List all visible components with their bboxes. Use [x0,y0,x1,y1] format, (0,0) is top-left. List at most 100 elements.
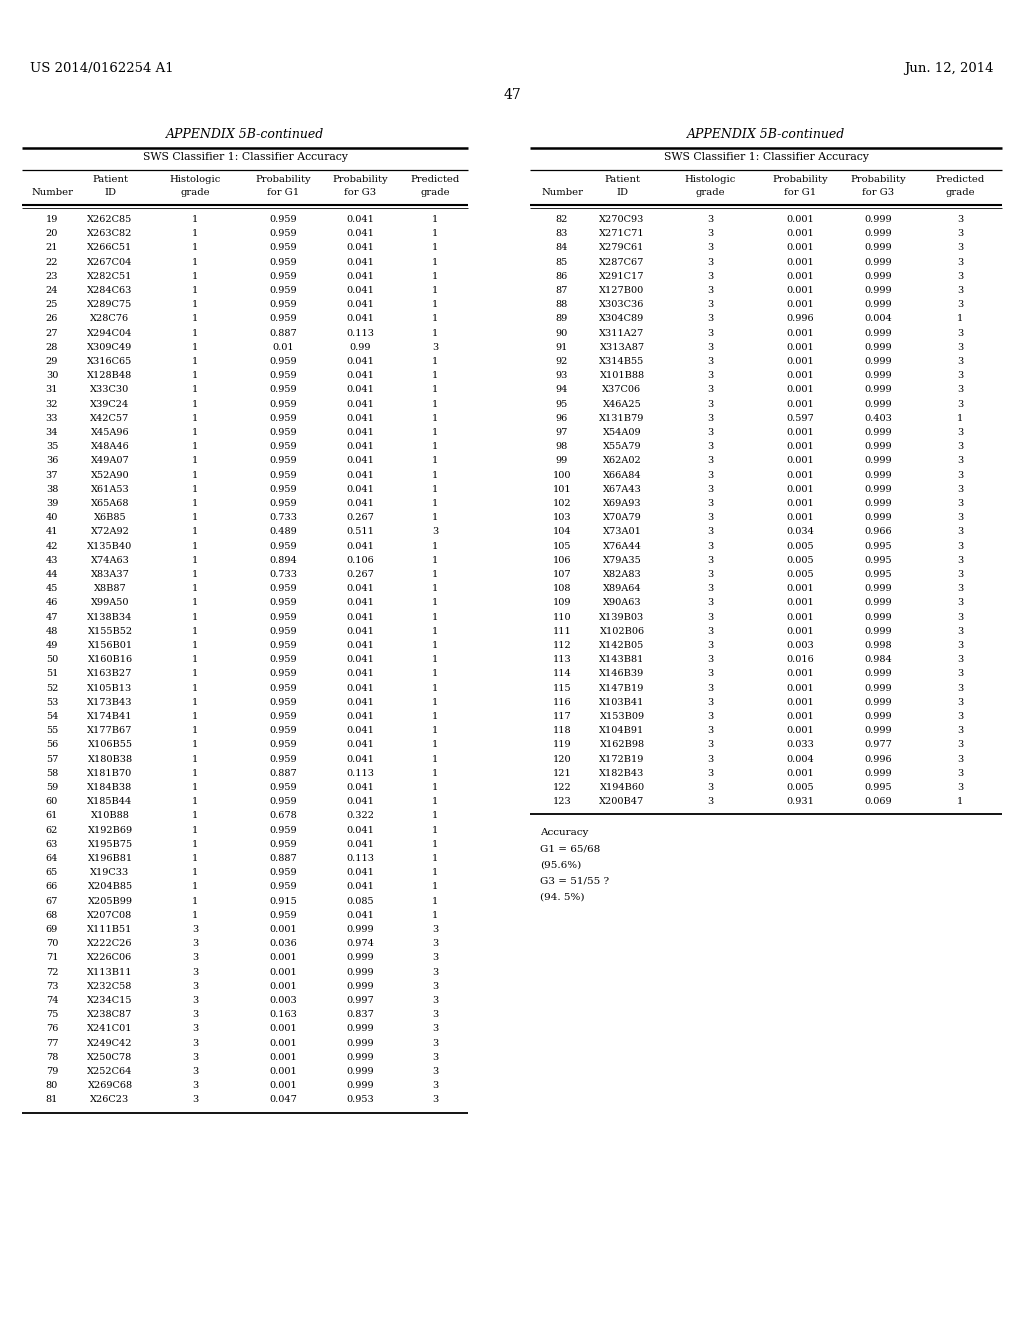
Text: 0.959: 0.959 [269,783,297,792]
Text: X135B40: X135B40 [87,541,133,550]
Text: 1: 1 [191,869,198,878]
Text: 1: 1 [191,442,198,451]
Text: 0.999: 0.999 [346,968,374,977]
Text: 0.959: 0.959 [269,356,297,366]
Text: 75: 75 [46,1010,58,1019]
Text: 3: 3 [956,655,964,664]
Text: 3: 3 [956,230,964,238]
Text: 1: 1 [191,556,198,565]
Text: X173B43: X173B43 [87,698,133,706]
Text: 1: 1 [191,755,198,763]
Text: 1: 1 [191,356,198,366]
Text: X46A25: X46A25 [603,400,641,409]
Text: 0.999: 0.999 [864,698,892,706]
Text: 3: 3 [707,400,713,409]
Text: 1: 1 [191,371,198,380]
Text: 72: 72 [46,968,58,977]
Text: Jun. 12, 2014: Jun. 12, 2014 [904,62,994,75]
Text: X234C15: X234C15 [87,997,133,1005]
Text: 114: 114 [553,669,571,678]
Text: 1: 1 [191,257,198,267]
Text: 99: 99 [556,457,568,466]
Text: 1: 1 [191,825,198,834]
Text: 0.113: 0.113 [346,768,374,777]
Text: 76: 76 [46,1024,58,1034]
Text: 0.999: 0.999 [864,471,892,479]
Text: 0.034: 0.034 [786,528,814,536]
Text: 0.999: 0.999 [864,598,892,607]
Text: 3: 3 [707,585,713,593]
Text: 1: 1 [432,371,438,380]
Text: 3: 3 [432,1039,438,1048]
Text: 0.959: 0.959 [269,300,297,309]
Text: 3: 3 [432,953,438,962]
Text: X104B91: X104B91 [599,726,645,735]
Text: 48: 48 [46,627,58,636]
Text: 0.001: 0.001 [786,612,814,622]
Text: 3: 3 [956,385,964,395]
Text: X89A64: X89A64 [603,585,641,593]
Text: 3: 3 [707,598,713,607]
Text: X156B01: X156B01 [87,642,132,649]
Text: 0.999: 0.999 [864,513,892,523]
Text: 0.403: 0.403 [864,413,892,422]
Text: 3: 3 [707,612,713,622]
Text: 0.001: 0.001 [269,982,297,991]
Text: 0.999: 0.999 [864,286,892,294]
Text: 0.996: 0.996 [786,314,814,323]
Text: 0.999: 0.999 [864,684,892,693]
Text: 3: 3 [956,711,964,721]
Text: 0.001: 0.001 [269,1053,297,1061]
Text: 3: 3 [956,499,964,508]
Text: X105B13: X105B13 [87,684,133,693]
Text: 119: 119 [553,741,571,750]
Text: 108: 108 [553,585,571,593]
Text: 0.001: 0.001 [786,286,814,294]
Text: 71: 71 [46,953,58,962]
Text: 1: 1 [432,428,438,437]
Text: X195B75: X195B75 [87,840,132,849]
Text: 3: 3 [707,343,713,352]
Text: 1: 1 [432,768,438,777]
Text: 0.001: 0.001 [269,925,297,935]
Text: 25: 25 [46,300,58,309]
Text: 37: 37 [46,471,58,479]
Text: 0.999: 0.999 [864,329,892,338]
Text: 0.999: 0.999 [346,925,374,935]
Text: 3: 3 [956,286,964,294]
Text: X226C06: X226C06 [87,953,133,962]
Text: 0.005: 0.005 [786,570,814,579]
Text: 1: 1 [432,356,438,366]
Text: 0.041: 0.041 [346,797,374,807]
Text: (94. 5%): (94. 5%) [540,892,585,902]
Text: 1: 1 [191,896,198,906]
Text: 0.001: 0.001 [786,698,814,706]
Text: 47: 47 [503,88,521,102]
Text: 3: 3 [191,1081,198,1090]
Text: 1: 1 [956,314,964,323]
Text: 3: 3 [707,442,713,451]
Text: 3: 3 [707,230,713,238]
Text: X185B44: X185B44 [87,797,133,807]
Text: 1: 1 [432,741,438,750]
Text: 1: 1 [432,684,438,693]
Text: 1: 1 [191,797,198,807]
Text: 0.959: 0.959 [269,612,297,622]
Text: 1: 1 [432,854,438,863]
Text: 0.001: 0.001 [786,356,814,366]
Text: X207C08: X207C08 [87,911,133,920]
Text: X289C75: X289C75 [87,300,133,309]
Text: X70A79: X70A79 [603,513,641,523]
Text: 84: 84 [556,243,568,252]
Text: X61A53: X61A53 [91,484,129,494]
Text: X162B98: X162B98 [599,741,644,750]
Text: X180B38: X180B38 [87,755,132,763]
Text: 0.041: 0.041 [346,598,374,607]
Text: 0.959: 0.959 [269,499,297,508]
Text: 0.004: 0.004 [786,755,814,763]
Text: 3: 3 [956,612,964,622]
Text: X153B09: X153B09 [599,711,644,721]
Text: 80: 80 [46,1081,58,1090]
Text: X73A01: X73A01 [602,528,641,536]
Text: grade: grade [420,187,450,197]
